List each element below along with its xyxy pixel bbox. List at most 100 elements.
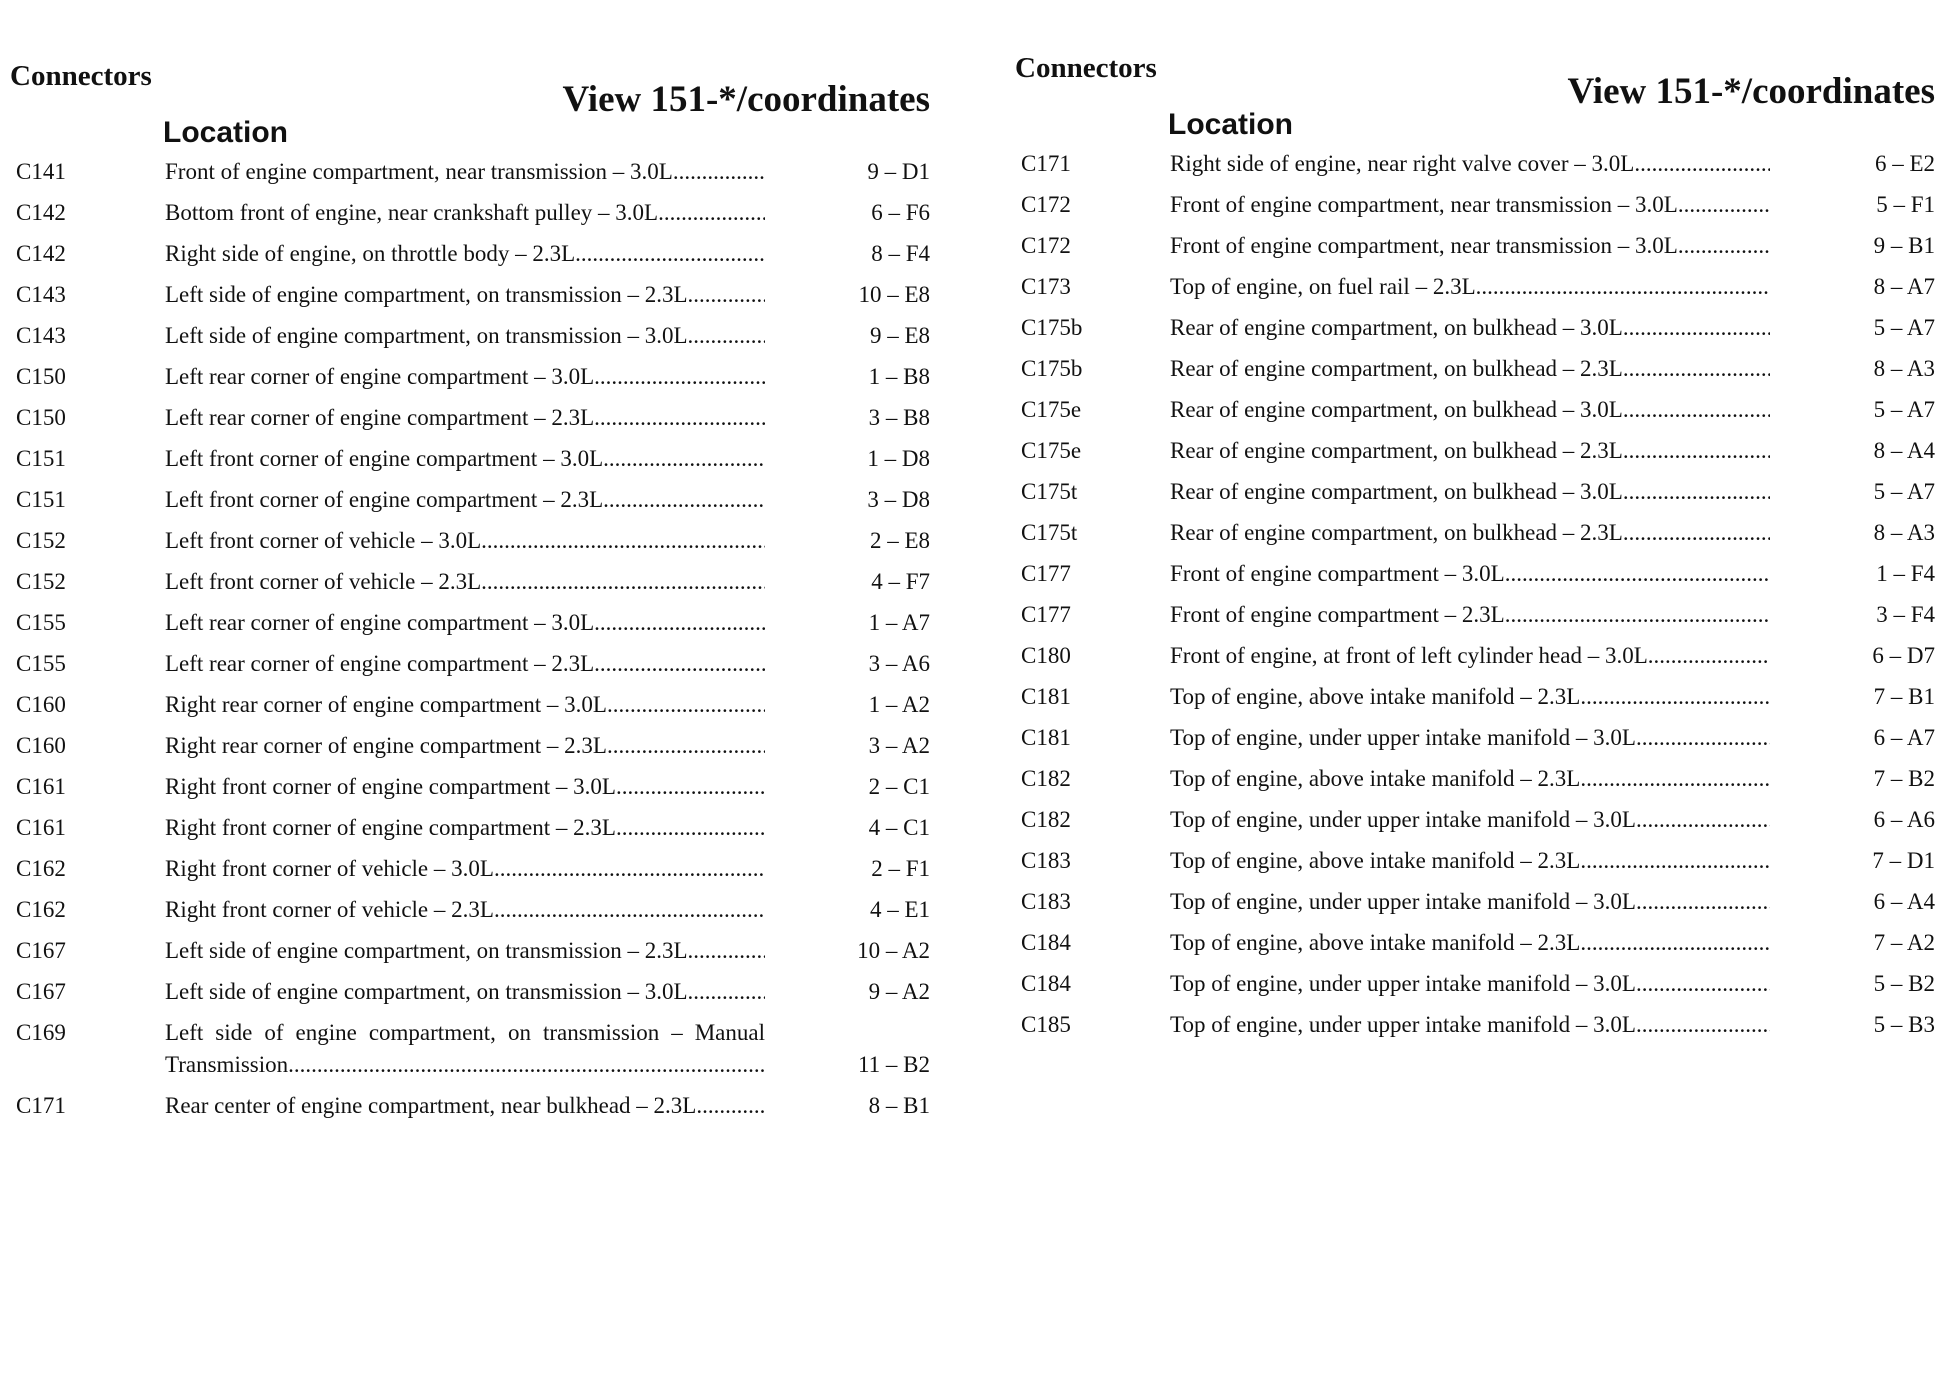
view-coordinate: 5 – B3 xyxy=(1873,1012,1935,1037)
connector-id: C155 xyxy=(16,610,66,635)
connector-row: C184 Top of engine, above intake manifold… xyxy=(1015,927,1935,968)
connector-id: C184 xyxy=(1021,971,1071,996)
view-coordinate: 2 – E8 xyxy=(869,528,930,553)
connector-id: C173 xyxy=(1021,274,1071,299)
connector-row: C181 Top of engine, under upper intake ma… xyxy=(1015,722,1935,763)
location-text: Rear of engine compartment, on bulkhead … xyxy=(1170,353,1770,385)
location-heading: Location xyxy=(163,116,288,149)
connector-id: C184 xyxy=(1021,930,1071,955)
location-cell: Right front corner of vehicle – 3.0L xyxy=(165,853,765,885)
location-cell: Bottom front of engine, near crankshaft … xyxy=(165,197,765,229)
connector-id: C152 xyxy=(16,569,66,594)
connector-id: C181 xyxy=(1021,725,1071,750)
connector-row: C142 Right side of engine, on throttle bo… xyxy=(10,238,930,279)
location-cell: Left side of engine compartment, on tran… xyxy=(165,935,765,967)
view-coordinate: 1 – A7 xyxy=(868,610,930,635)
view-coordinate: 3 – F4 xyxy=(1876,602,1935,627)
connector-row: C160 Right rear corner of engine compartm… xyxy=(10,730,930,771)
location-text: Left side of engine compartment, on tran… xyxy=(165,1017,765,1081)
view-coordinate: 6 – A7 xyxy=(1873,725,1935,750)
location-text: Front of engine compartment, near transm… xyxy=(1170,189,1770,221)
location-text: Rear of engine compartment, on bulkhead … xyxy=(1170,312,1770,344)
connector-row: C155 Left rear corner of engine compartme… xyxy=(10,607,930,648)
location-cell: Top of engine, under upper intake manifo… xyxy=(1170,886,1770,918)
connector-id: C150 xyxy=(16,405,66,430)
connector-id: C161 xyxy=(16,815,66,840)
location-cell: Top of engine, above intake manifold – 2… xyxy=(1170,763,1770,795)
location-text: Left front corner of vehicle – 2.3L xyxy=(165,566,765,598)
location-cell: Right front corner of engine compartment… xyxy=(165,812,765,844)
connector-row: C150 Left rear corner of engine compartme… xyxy=(10,402,930,443)
location-cell: Top of engine, on fuel rail – 2.3L xyxy=(1170,271,1770,303)
location-cell: Right front corner of vehicle – 2.3L xyxy=(165,894,765,926)
location-cell: Top of engine, under upper intake manifo… xyxy=(1170,722,1770,754)
location-cell: Left rear corner of engine compartment –… xyxy=(165,402,765,434)
view-coordinate: 9 – A2 xyxy=(868,979,930,1004)
connector-row: C162 Right front corner of vehicle – 3.0L… xyxy=(10,853,930,894)
connector-id: C143 xyxy=(16,323,66,348)
location-text: Top of engine, on fuel rail – 2.3L xyxy=(1170,271,1770,303)
connector-id: C175b xyxy=(1021,315,1083,340)
location-cell: Left front corner of engine compartment … xyxy=(165,443,765,475)
view-coordinate: 9 – E8 xyxy=(869,323,930,348)
view-heading: View 151-*/coordinates xyxy=(1567,71,1935,112)
connector-id: C175e xyxy=(1021,438,1082,463)
connector-id: C172 xyxy=(1021,192,1071,217)
location-text: Top of engine, under upper intake manifo… xyxy=(1170,1009,1770,1041)
location-cell: Left rear corner of engine compartment –… xyxy=(165,648,765,680)
location-cell: Left side of engine compartment, on tran… xyxy=(165,279,765,311)
connector-row: C175e Rear of engine compartment, on bulk… xyxy=(1015,435,1935,476)
location-cell: Rear of engine compartment, on bulkhead … xyxy=(1170,476,1770,508)
location-cell: Front of engine compartment, near transm… xyxy=(165,156,765,188)
view-coordinate: 1 – F4 xyxy=(1876,561,1935,586)
view-coordinate: 5 – B2 xyxy=(1873,971,1935,996)
location-text: Left rear corner of engine compartment –… xyxy=(165,648,765,680)
location-cell: Top of engine, above intake manifold – 2… xyxy=(1170,927,1770,959)
connector-id: C181 xyxy=(1021,684,1071,709)
location-text: Right rear corner of engine compartment … xyxy=(165,689,765,721)
connector-id: C171 xyxy=(1021,151,1071,176)
view-coordinate: 11 – B2 xyxy=(858,1052,930,1077)
view-coordinate: 6 – F6 xyxy=(871,200,930,225)
location-text: Front of engine compartment, near transm… xyxy=(165,156,765,188)
location-cell: Rear of engine compartment, on bulkhead … xyxy=(1170,435,1770,467)
location-cell: Front of engine compartment, near transm… xyxy=(1170,189,1770,221)
connector-row: C152 Left front corner of vehicle – 3.0L 2… xyxy=(10,525,930,566)
view-coordinate: 2 – F1 xyxy=(871,856,930,881)
location-text: Right front corner of vehicle – 3.0L xyxy=(165,853,765,885)
connector-row: C151 Left front corner of engine compartm… xyxy=(10,484,930,525)
connector-id: C177 xyxy=(1021,602,1071,627)
location-text: Left side of engine compartment, on tran… xyxy=(165,935,765,967)
connector-id: C161 xyxy=(16,774,66,799)
location-text: Right side of engine, near right valve c… xyxy=(1170,148,1770,180)
view-coordinate: 4 – E1 xyxy=(869,897,930,922)
view-coordinate: 10 – E8 xyxy=(858,282,930,307)
connector-row: C150 Left rear corner of engine compartme… xyxy=(10,361,930,402)
connector-row: C160 Right rear corner of engine compartm… xyxy=(10,689,930,730)
connector-id: C142 xyxy=(16,200,66,225)
view-coordinate: 5 – A7 xyxy=(1873,315,1935,340)
connector-list: C171 Right side of engine, near right val… xyxy=(1015,148,1935,1050)
location-text: Left front corner of engine compartment … xyxy=(165,484,765,516)
view-coordinate: 2 – C1 xyxy=(868,774,930,799)
location-cell: Front of engine compartment, near transm… xyxy=(1170,230,1770,262)
connector-id: C182 xyxy=(1021,766,1071,791)
location-cell: Rear center of engine compartment, near … xyxy=(165,1090,765,1122)
view-coordinate: 9 – B1 xyxy=(1873,233,1935,258)
view-coordinate: 10 – A2 xyxy=(857,938,930,963)
connector-row: C167 Left side of engine compartment, on … xyxy=(10,976,930,1017)
location-cell: Rear of engine compartment, on bulkhead … xyxy=(1170,517,1770,549)
location-text: Rear of engine compartment, on bulkhead … xyxy=(1170,476,1770,508)
view-coordinate: 5 – A7 xyxy=(1873,479,1935,504)
location-text: Left front corner of vehicle – 3.0L xyxy=(165,525,765,557)
location-text: Top of engine, above intake manifold – 2… xyxy=(1170,763,1770,795)
location-cell: Left front corner of engine compartment … xyxy=(165,484,765,516)
connector-id: C150 xyxy=(16,364,66,389)
location-text: Rear of engine compartment, on bulkhead … xyxy=(1170,435,1770,467)
location-cell: Left rear corner of engine compartment –… xyxy=(165,607,765,639)
location-cell: Left side of engine compartment, on tran… xyxy=(165,1017,765,1081)
location-cell: Right side of engine, near right valve c… xyxy=(1170,148,1770,180)
connector-id: C160 xyxy=(16,692,66,717)
connector-row: C175b Rear of engine compartment, on bulk… xyxy=(1015,312,1935,353)
location-cell: Left rear corner of engine compartment –… xyxy=(165,361,765,393)
